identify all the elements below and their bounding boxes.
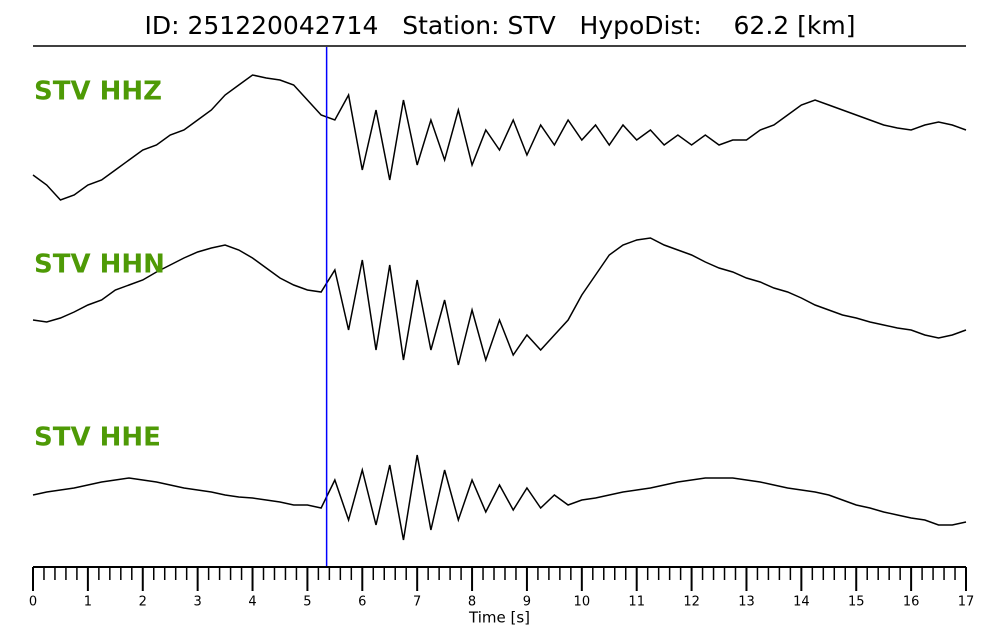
- x-tick-label: 2: [139, 595, 147, 610]
- x-tick-label: 0: [29, 595, 37, 610]
- waveform: [32, 74, 967, 201]
- trace-label: STV HHN: [34, 250, 165, 280]
- x-tick-label: 10: [574, 595, 591, 610]
- x-tick-label: 1: [84, 595, 92, 610]
- x-tick-label: 3: [194, 595, 202, 610]
- waveform: [32, 237, 967, 366]
- x-tick-label: 17: [958, 595, 975, 610]
- x-tick-label: 14: [793, 595, 810, 610]
- x-tick-label: 11: [628, 595, 645, 610]
- x-tick-label: 4: [248, 595, 256, 610]
- x-tick-label: 7: [413, 595, 421, 610]
- x-tick-label: 9: [523, 595, 531, 610]
- trace-label: STV HHE: [34, 423, 161, 453]
- x-tick-label: 13: [738, 595, 755, 610]
- x-tick-label: 15: [848, 595, 865, 610]
- x-tick-label: 8: [468, 595, 476, 610]
- trace-label: STV HHZ: [34, 77, 162, 107]
- x-axis-label: Time [s]: [468, 609, 530, 627]
- x-tick-label: 12: [683, 595, 700, 610]
- x-tick-label: 16: [903, 595, 920, 610]
- waveform: [32, 454, 967, 541]
- chart-title: ID: 251220042714 Station: STV HypoDist: …: [145, 11, 856, 40]
- x-tick-label: 6: [358, 595, 366, 610]
- x-tick-label: 5: [303, 595, 311, 610]
